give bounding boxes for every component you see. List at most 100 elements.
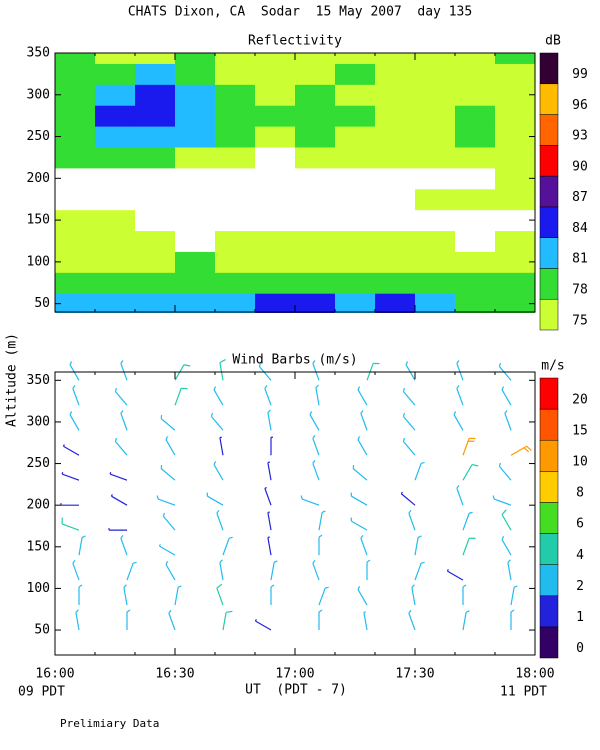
- reflectivity-cell: [255, 126, 296, 148]
- reflectivity-cell: [55, 272, 96, 294]
- wind-barb: [300, 495, 320, 506]
- reflectivity-cell: [455, 63, 496, 85]
- end-local-time: 11 PDT: [500, 685, 547, 700]
- wind-barb: [216, 583, 224, 606]
- wind-barb: [456, 360, 464, 381]
- reflectivity-cell: [175, 63, 216, 85]
- reflectivity-cell: [135, 146, 176, 169]
- reflectivity-cell: [295, 230, 336, 252]
- reflectivity-cell: [175, 146, 216, 169]
- wind-barb: [219, 436, 224, 456]
- reflectivity-cell: [375, 188, 416, 211]
- x-tick-label: 17:00: [275, 667, 314, 682]
- reflectivity-cell: [455, 126, 496, 148]
- wind-barb: [411, 584, 416, 606]
- reflectivity-cell: [55, 209, 96, 232]
- wind-barb: [312, 460, 320, 481]
- wind-barb: [408, 609, 416, 631]
- wind-barb: [72, 559, 80, 581]
- reflectivity-cell: [455, 84, 496, 106]
- wind-barb: [78, 535, 86, 556]
- reflectivity-cell: [255, 105, 296, 127]
- reflectivity-cell: [375, 84, 416, 106]
- reflectivity-cell: [135, 105, 176, 127]
- reflectivity-cell: [495, 272, 535, 294]
- colorbar-label: 81: [572, 252, 588, 267]
- wind-barb: [123, 584, 128, 606]
- reflectivity-cell: [255, 230, 296, 252]
- colorbar-segment: [539, 408, 559, 441]
- reflectivity-cell: [495, 209, 535, 232]
- wind-barb: [174, 585, 182, 606]
- colorbar-label: 0: [576, 641, 584, 656]
- wind-barb: [504, 410, 512, 431]
- wind-barb: [219, 559, 224, 581]
- reflectivity-cell: [415, 293, 456, 313]
- colorbar-label: 87: [572, 190, 588, 205]
- reflectivity-cell: [255, 84, 296, 106]
- x-tick-label: 16:00: [35, 667, 74, 682]
- reflectivity-cell: [175, 272, 216, 294]
- wind-barb: [267, 536, 272, 556]
- wind-barb: [357, 585, 368, 606]
- wind-barb: [453, 411, 464, 431]
- colorbar-label: 93: [572, 129, 588, 144]
- wind-barb: [270, 560, 278, 581]
- reflectivity-cell: [495, 251, 535, 273]
- wind-barb: [120, 360, 128, 381]
- reflectivity-cell: [335, 293, 376, 313]
- wind-barb: [360, 410, 368, 431]
- reflectivity-cell: [95, 167, 136, 190]
- wind-barb: [315, 384, 320, 406]
- reflectivity-cell: [135, 293, 176, 313]
- reflectivity-cell: [295, 293, 336, 313]
- reflectivity-cell: [495, 63, 535, 85]
- colorbar-segment: [539, 145, 559, 177]
- colorbar-segment: [539, 52, 559, 85]
- reflectivity-cell: [175, 293, 216, 313]
- footer-note: Prelimiary Data: [60, 717, 159, 730]
- wind-barb: [357, 436, 368, 456]
- wind-barb: [462, 537, 476, 556]
- reflectivity-cell: [95, 188, 136, 211]
- reflectivity-cell: [295, 209, 336, 232]
- wind-barb: [75, 609, 80, 631]
- reflectivity-cell: [335, 251, 376, 273]
- reflectivity-cell: [375, 53, 416, 64]
- reflectivity-cell: [335, 146, 376, 169]
- wind-barb: [456, 485, 464, 506]
- reflectivity-cell: [335, 272, 376, 294]
- wind-barb: [462, 437, 476, 456]
- y-tick-label: 200: [27, 498, 50, 513]
- reflectivity-cell: [55, 126, 96, 148]
- reflectivity-cell: [255, 272, 296, 294]
- wind-barb: [126, 609, 131, 631]
- reflectivity-cell: [295, 53, 336, 64]
- reflectivity-cell: [135, 84, 176, 106]
- reflectivity-cell: [95, 84, 136, 106]
- reflectivity-cell: [455, 293, 496, 313]
- reflectivity-cell: [455, 188, 496, 211]
- reflectivity-cell: [215, 84, 256, 106]
- reflectivity-cell: [295, 84, 336, 106]
- wind-barb: [69, 411, 80, 431]
- reflectivity-cell: [335, 84, 376, 106]
- reflectivity-cell: [55, 53, 96, 64]
- reflectivity-cell: [135, 126, 176, 148]
- reflectivity-cell: [95, 146, 136, 169]
- reflectivity-cell: [415, 167, 456, 190]
- wind-barb: [402, 437, 416, 456]
- wind-barb: [498, 362, 512, 381]
- wind-barb: [405, 361, 416, 381]
- reflectivity-cell: [335, 63, 376, 85]
- colorbar-label: 6: [576, 517, 584, 532]
- wind-barb: [446, 569, 464, 581]
- reflectivity-cell: [55, 167, 96, 190]
- panel-title: Reflectivity: [248, 34, 342, 49]
- reflectivity-cell: [455, 251, 496, 273]
- wind-barb: [350, 492, 368, 506]
- reflectivity-cell: [375, 167, 416, 190]
- reflectivity-cell: [135, 188, 176, 211]
- reflectivity-cell: [375, 126, 416, 148]
- reflectivity-cell: [415, 126, 456, 148]
